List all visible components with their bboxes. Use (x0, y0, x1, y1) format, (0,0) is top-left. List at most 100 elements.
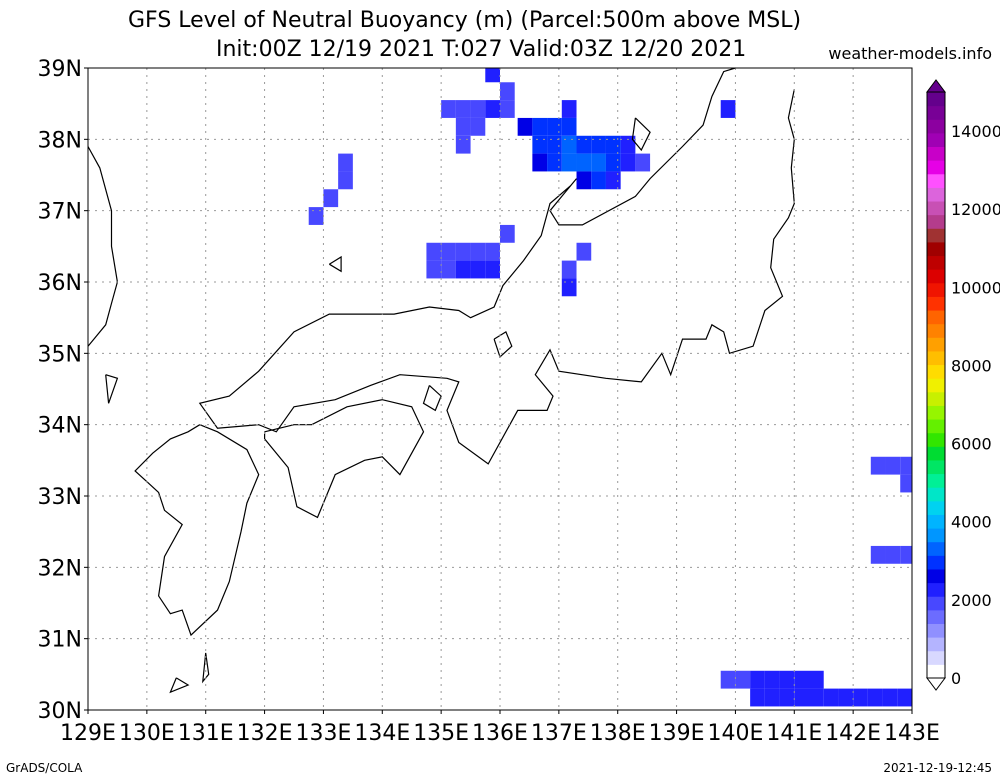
colorbar-swatch (927, 350, 945, 366)
lnb-cell (470, 260, 486, 279)
lnb-cell (485, 100, 500, 118)
colorbar-swatch (927, 119, 945, 134)
lnb-cell (470, 242, 486, 261)
colorbar-swatch (927, 323, 945, 338)
lnb-cell (900, 456, 912, 475)
colorbar-label: 2000 (951, 591, 992, 610)
lon-label: 132E (237, 721, 293, 746)
lnb-cell (809, 670, 824, 689)
coastline (422, 384, 442, 412)
colorbar-swatch (927, 173, 945, 188)
lon-label: 140E (707, 721, 763, 746)
lat-label: 37N (38, 200, 82, 225)
lnb-cell (500, 224, 515, 243)
colorbar-label: 8000 (951, 356, 992, 375)
footer-software: GrADS/COLA (6, 761, 83, 775)
colorbar-swatch (927, 459, 945, 475)
lnb-cell (900, 474, 912, 493)
chart-title: GFS Level of Neutral Buoyancy (m) (Parce… (128, 8, 802, 33)
colorbar-swatch (927, 487, 945, 502)
colorbar-swatch (927, 419, 945, 434)
colorbar-label: 12000 (951, 200, 1000, 219)
colorbar-min-arrow (926, 677, 946, 691)
colorbar-swatch (927, 555, 945, 570)
lnb-cell (561, 135, 577, 154)
lnb-cell (455, 242, 471, 261)
colorbar-swatch (927, 132, 945, 148)
colorbar-swatch (927, 568, 945, 584)
lnb-cell (576, 153, 592, 172)
footer-timestamp: 2021-12-19-12:45 (883, 761, 992, 775)
map-frame (87, 67, 913, 711)
lnb-cell (426, 242, 442, 261)
lnb-cell (485, 242, 500, 261)
colorbar-swatch (927, 391, 945, 406)
colorbar-swatch (927, 255, 945, 270)
colorbar-swatch (927, 214, 945, 229)
lat-label: 34N (38, 414, 82, 439)
colorbar-swatch (927, 637, 945, 652)
site-credit[interactable]: weather-models.info (828, 44, 992, 63)
colorbar: 0 2000 4000 6000 8000 10000 12000 14000 (926, 79, 1000, 691)
lon-label: 139E (649, 721, 705, 746)
lat-label: 32N (38, 556, 82, 581)
colorbar-max-arrow (926, 79, 946, 93)
lnb-cell (455, 135, 471, 154)
lnb-cell (547, 117, 562, 136)
lnb-cell (441, 242, 456, 261)
longitude-labels: 129E 130E 131E 132E 133E 134E 135E 136E 137E 138E… (60, 710, 940, 746)
lnb-cell (750, 670, 765, 689)
colorbar-swatch (927, 432, 945, 447)
colorbar-swatch (927, 500, 945, 515)
lnb-cell (867, 688, 883, 707)
lnb-cell (338, 153, 353, 172)
lnb-cell (605, 171, 621, 190)
lnb-cell (576, 135, 592, 154)
colorbar-swatch (927, 92, 945, 107)
lnb-cell (809, 688, 824, 707)
lnb-cell (338, 171, 353, 190)
colorbar-swatch (927, 337, 945, 352)
lnb-cell (620, 135, 636, 154)
lnb-cell (561, 153, 577, 172)
coastlines (87, 67, 795, 694)
coastline (169, 677, 190, 694)
colorbar-label: 10000 (951, 278, 1000, 297)
lnb-field (308, 68, 912, 707)
colorbar-swatch (927, 228, 945, 243)
lat-label: 39N (38, 57, 82, 82)
colorbar-swatch (927, 187, 945, 202)
lnb-cell (470, 117, 486, 136)
colorbar-swatch (927, 541, 945, 556)
lnb-cell (532, 117, 548, 136)
lon-label: 131E (178, 721, 234, 746)
colorbar-swatch (927, 473, 945, 488)
lnb-cell (485, 260, 500, 279)
lnb-cell (576, 242, 592, 261)
lon-label: 143E (884, 721, 940, 746)
coastline (328, 255, 342, 273)
colorbar-swatch (927, 310, 945, 325)
colorbar-label: 4000 (951, 513, 992, 532)
lon-label: 130E (119, 721, 175, 746)
lnb-cell (605, 135, 621, 154)
lnb-cell (547, 135, 562, 154)
lnb-cell (823, 688, 839, 707)
lnb-cell (485, 68, 500, 83)
colorbar-swatch (927, 105, 945, 120)
coastline (631, 117, 651, 152)
lon-label: 134E (354, 721, 410, 746)
colorbar-swatch (927, 160, 945, 175)
lnb-cell (308, 207, 324, 225)
lnb-cell (323, 189, 339, 208)
lon-label: 135E (413, 721, 469, 746)
colorbar-swatch (927, 582, 945, 597)
latitude-labels: 39N 38N 37N 36N 35N 34N 33N 32N 31N 30N (38, 57, 88, 724)
lnb-cell (838, 688, 854, 707)
colorbar-swatch (927, 405, 945, 420)
lnb-cell (591, 171, 606, 190)
lnb-cell (635, 153, 651, 172)
colorbar-swatch (927, 146, 945, 161)
coastline (105, 374, 119, 404)
lon-label: 129E (60, 721, 116, 746)
